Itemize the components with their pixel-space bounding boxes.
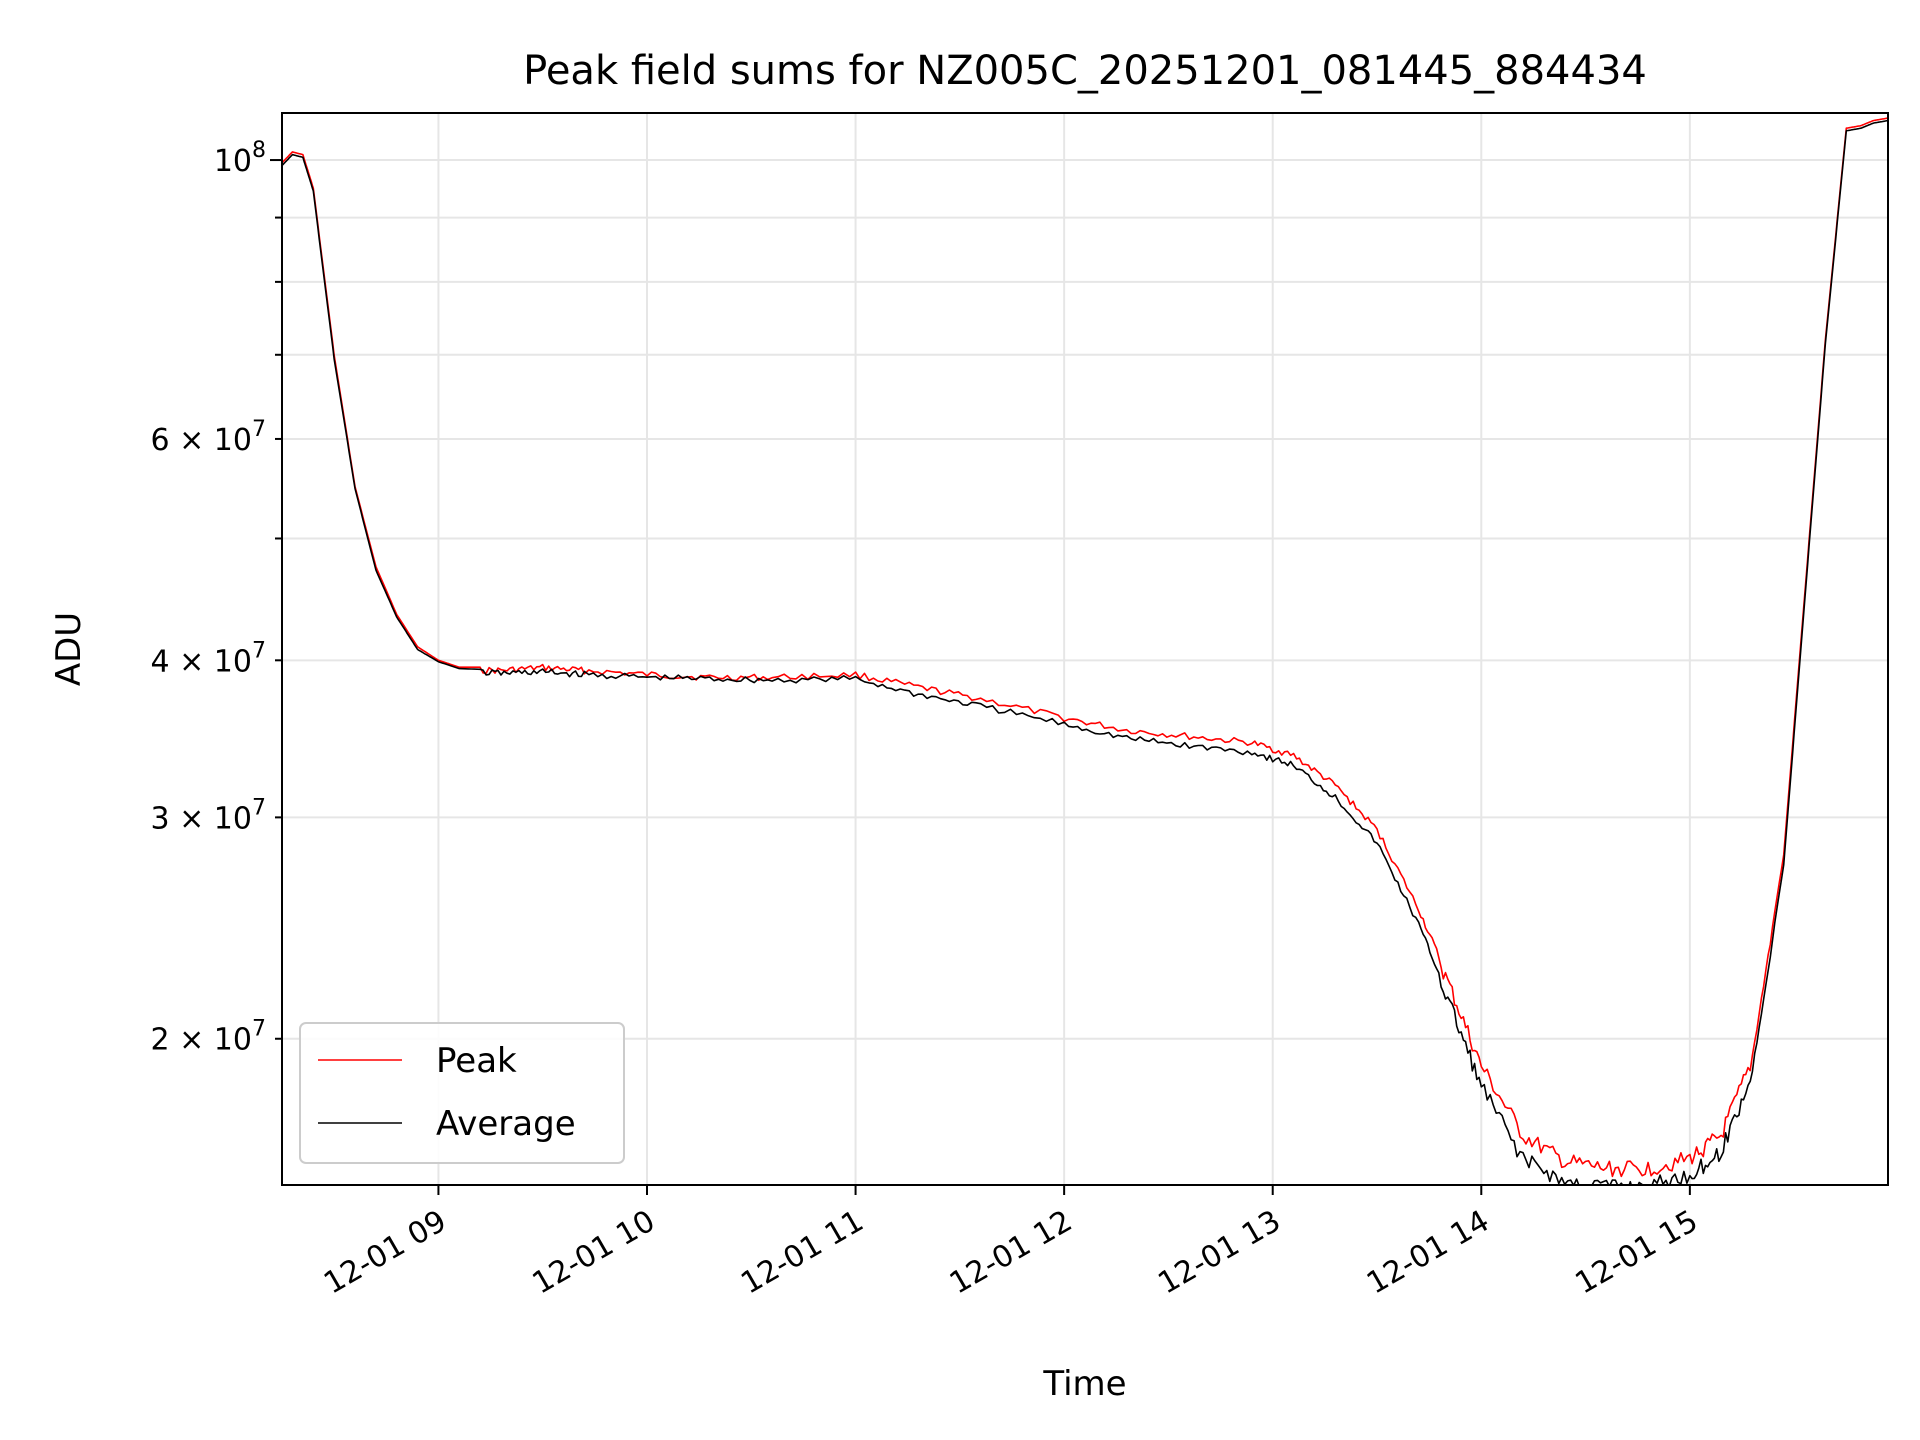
chart-title: Peak field sums for NZ005C_20251201_0814… bbox=[523, 48, 1647, 94]
gridlines bbox=[282, 113, 1888, 1185]
y-tick-exponent: 7 bbox=[252, 638, 266, 663]
x-axis-label: Time bbox=[1042, 1364, 1126, 1404]
y-tick-mantissa: 4 × 10 bbox=[151, 644, 252, 679]
y-tick-exponent: 7 bbox=[252, 795, 266, 820]
y-tick-label: 108 bbox=[214, 138, 266, 179]
y-tick-label: 6 × 107 bbox=[151, 417, 266, 458]
series-lines bbox=[282, 117, 1888, 1185]
legend-label-peak: Peak bbox=[436, 1041, 517, 1081]
y-tick-exponent: 8 bbox=[252, 138, 266, 163]
y-tick-mantissa: 6 × 10 bbox=[151, 423, 252, 458]
y-tick-label: 2 × 107 bbox=[151, 1017, 266, 1058]
legend-box bbox=[299, 1022, 625, 1164]
legend-label-average: Average bbox=[436, 1104, 576, 1144]
y-tick-label: 3 × 107 bbox=[151, 795, 266, 836]
plot-area-frame bbox=[281, 112, 1889, 1186]
y-tick-mantissa: 2 × 10 bbox=[151, 1023, 252, 1058]
series-line-peak bbox=[282, 117, 1888, 1178]
series-line-average bbox=[282, 119, 1888, 1185]
y-tick-exponent: 7 bbox=[252, 417, 266, 442]
y-tick-label: 4 × 107 bbox=[151, 638, 266, 679]
y-tick-mantissa: 3 × 10 bbox=[151, 801, 252, 836]
legend: Peak Average bbox=[299, 1022, 625, 1164]
y-tick-exponent: 7 bbox=[252, 1017, 266, 1042]
y-axis-label: ADU bbox=[49, 612, 89, 686]
y-tick-mantissa: 10 bbox=[214, 144, 252, 179]
